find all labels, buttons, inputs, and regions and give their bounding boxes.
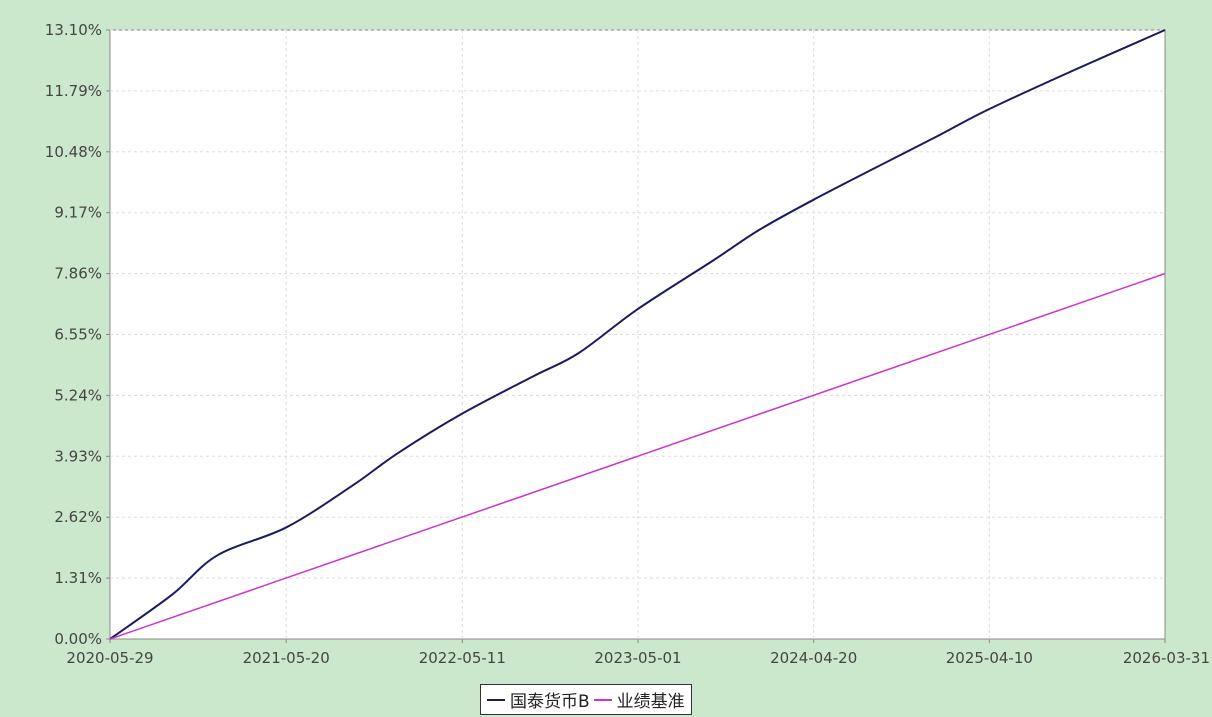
y-tick-label: 10.48% [45, 143, 102, 161]
legend-swatch-series-1 [487, 698, 505, 701]
y-tick-label: 1.31% [54, 569, 102, 587]
x-tick-label: 2023-05-01 [594, 649, 681, 667]
y-tick-label: 2.62% [54, 508, 102, 526]
x-tick-label: 2025-04-10 [946, 649, 1033, 667]
legend-label-series-1: 国泰货币B [510, 692, 590, 712]
x-tick-label: 2020-05-29 [66, 649, 153, 667]
y-tick-label: 7.86% [54, 265, 102, 283]
y-tick-label: 6.55% [54, 326, 102, 344]
y-tick-label: 3.93% [54, 447, 102, 465]
legend-item-series-2: 业绩基准 [593, 687, 685, 712]
legend-label-series-2: 业绩基准 [616, 692, 685, 712]
series-line-2 [109, 272, 1166, 640]
y-tick-label: 11.79% [45, 82, 102, 100]
y-tick-label: 9.17% [54, 204, 102, 222]
y-tick-label: 13.10% [45, 21, 102, 39]
x-axis-labels: 2020-05-29 2021-05-20 2022-05-11 2023-05-01… [66, 649, 1210, 667]
legend-item-series-1: 国泰货币B [487, 687, 590, 712]
x-tick-label: 2024-04-20 [770, 649, 857, 667]
series-line-1 [109, 29, 1166, 640]
x-tick-label: 2022-05-11 [419, 649, 506, 667]
x-tick-label: 2021-05-20 [243, 649, 330, 667]
x-tick-label: 2026-03-31 [1123, 649, 1210, 667]
legend: 国泰货币B 业绩基准 [480, 684, 692, 715]
y-tick-label: 0.00% [54, 630, 102, 648]
y-axis-labels: 0.00% 1.31% 2.62% 3.93% 5.24% 6.55% 7.86% 9.17%… [45, 21, 102, 648]
legend-swatch-series-2 [593, 698, 612, 701]
series-lines [109, 29, 1166, 640]
y-tick-label: 5.24% [54, 386, 102, 404]
